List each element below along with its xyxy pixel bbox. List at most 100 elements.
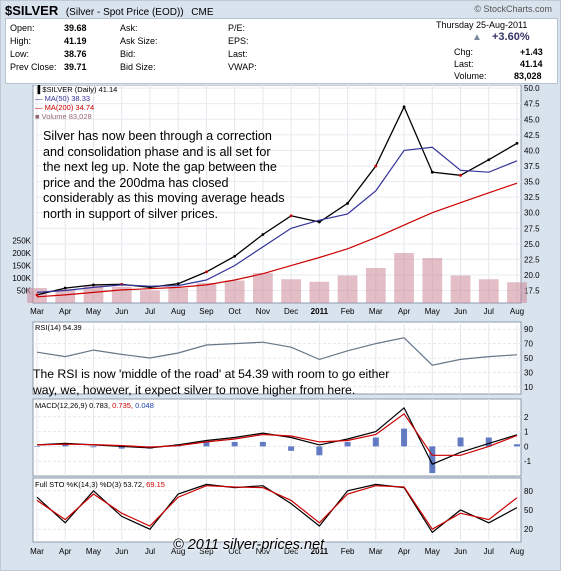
month-tick-label: Mar — [369, 547, 383, 556]
chg-label: Chg: — [454, 47, 474, 57]
month-tick-label: May — [86, 307, 101, 316]
rsi-line — [36, 337, 518, 366]
legend-macd-hist: 0.048 — [135, 401, 154, 410]
annotation-line: The RSI is now 'middle of the road' at 5… — [33, 367, 390, 381]
annotation-line: Silver has now been through a correction — [43, 129, 272, 143]
price-tick-label: 27.5 — [524, 224, 540, 233]
legend-macd-line: MACD(12,26,9) 0.783, — [35, 401, 111, 410]
price-point — [35, 293, 39, 297]
volume-tick-label: 200K — [12, 249, 31, 258]
price-point — [459, 173, 462, 177]
volume-value: 83,028 — [514, 71, 542, 81]
macd-histogram-bar — [485, 437, 492, 447]
month-tick-label: Mar — [30, 307, 44, 316]
legend-macd-signal: 0.735, — [112, 401, 133, 410]
volume-tick-label: 50K — [17, 287, 32, 296]
macd-histogram-bar — [344, 441, 351, 447]
copyright-watermark: © 2011 silver-prices.net — [173, 537, 325, 553]
last-value: 41.14 — [520, 59, 543, 69]
volume-bar — [478, 279, 499, 303]
legend-ma200: — MA(200) 34.74 — [35, 103, 95, 112]
quote-date: Thursday 25-Aug-2011 — [436, 20, 528, 30]
price-point — [176, 282, 180, 286]
volume-bar — [224, 280, 245, 303]
volume-bar — [55, 289, 76, 303]
month-tick-label: Jun — [115, 547, 128, 556]
price-tick-label: 32.5 — [524, 193, 540, 202]
macd-histogram-bar — [118, 446, 125, 449]
rsi-annotation: The RSI is now 'middle of the road' at 5… — [33, 367, 389, 398]
triangle-up-icon: ▲ — [472, 32, 482, 43]
volume-bar — [281, 279, 301, 303]
price-tick-label: 35.0 — [524, 178, 540, 187]
price-point — [374, 164, 378, 168]
high-value: 41.19 — [64, 36, 87, 46]
month-tick-label: Mar — [30, 547, 44, 556]
macd-histogram-bar — [203, 441, 210, 447]
osc-tick-label: 30 — [524, 368, 533, 377]
macd-signal-line — [36, 412, 518, 456]
price-tick-label: 30.0 — [524, 209, 540, 218]
macd-histogram-bar — [34, 446, 40, 447]
macd-histogram-bar — [401, 428, 408, 447]
month-tick-label: Apr — [59, 307, 72, 316]
price-tick-label: 40.0 — [524, 146, 540, 155]
prev-close-label: Prev Close: — [10, 62, 57, 72]
price-tick-label: 22.5 — [524, 255, 540, 264]
month-tick-label: 2011 — [311, 547, 329, 556]
last-label: Last: — [454, 59, 474, 69]
quote-panel: Open: 39.68 High: 41.19 Low: 38.76 Prev … — [5, 18, 558, 84]
annotation-line: the next leg up. Note the gap between th… — [43, 160, 277, 174]
osc-tick-label: 70 — [524, 340, 533, 349]
macd-histogram-bar — [429, 446, 436, 474]
month-tick-label: Jun — [454, 307, 467, 316]
osc-tick-label: 10 — [524, 383, 533, 392]
month-tick-label: Aug — [510, 307, 524, 316]
price-point — [289, 214, 293, 218]
price-point — [487, 158, 491, 162]
chart-title: $SILVER (Silver - Spot Price (EOD)) CME — [5, 3, 214, 18]
osc-tick-label: 80 — [524, 487, 533, 496]
price-point — [261, 233, 265, 236]
macd-histogram-bar — [62, 444, 69, 447]
symbol: $SILVER — [5, 3, 59, 18]
month-tick-label: Apr — [398, 547, 411, 556]
volume-bar — [253, 273, 273, 303]
last-label-mid: Last: — [228, 49, 248, 59]
volume-bar — [394, 253, 414, 303]
annotation-line: considerably as this moving average head… — [43, 191, 285, 205]
ask-label: Ask: — [120, 23, 138, 33]
osc-tick-label: -1 — [524, 457, 532, 466]
month-tick-label: 2011 — [311, 307, 329, 316]
chart-svg: Mar Mar Apr Apr May May Jun Jun Jul Jul Aug Aug Sep S… — [12, 84, 540, 556]
legend-volume: ■ Volume 83,028 — [35, 112, 92, 121]
legend-price-text: $SILVER (Daily) 41.14 — [42, 85, 118, 94]
stockcharts-brand[interactable]: © StockCharts.com — [474, 4, 552, 14]
price-point — [317, 220, 321, 224]
volume-bar — [140, 290, 160, 303]
price-tick-label: 20.0 — [524, 271, 540, 280]
month-tick-label: Aug — [510, 547, 524, 556]
price-point — [430, 170, 434, 174]
month-tick-label: Sep — [199, 547, 214, 556]
month-tick-label: May — [86, 547, 101, 556]
charts-area: Mar Mar Apr Apr May May Jun Jun Jul Jul Aug Aug Sep S… — [5, 84, 556, 567]
osc-tick-label: 90 — [524, 325, 533, 334]
month-tick-label: Jul — [484, 307, 494, 316]
legend-ma200-text: MA(200) 34.74 — [44, 103, 95, 112]
volume-bar — [365, 268, 386, 303]
price-tick-label: 47.5 — [524, 100, 540, 109]
month-tick-label: Oct — [228, 547, 241, 556]
volume-bar — [309, 281, 330, 303]
month-tick-label: Dec — [284, 307, 298, 316]
month-tick-label: Aug — [171, 307, 185, 316]
osc-tick-label: 50 — [524, 506, 533, 515]
ma200-line — [36, 182, 518, 298]
price-annotation: Silver has now been through a correction… — [43, 129, 285, 222]
osc-tick-label: 2 — [524, 413, 529, 422]
volume-bar — [83, 285, 104, 303]
bid-size-label: Bid Size: — [120, 62, 156, 72]
volume-bar — [507, 282, 527, 303]
legend-sto-d: 69.15 — [146, 480, 165, 489]
